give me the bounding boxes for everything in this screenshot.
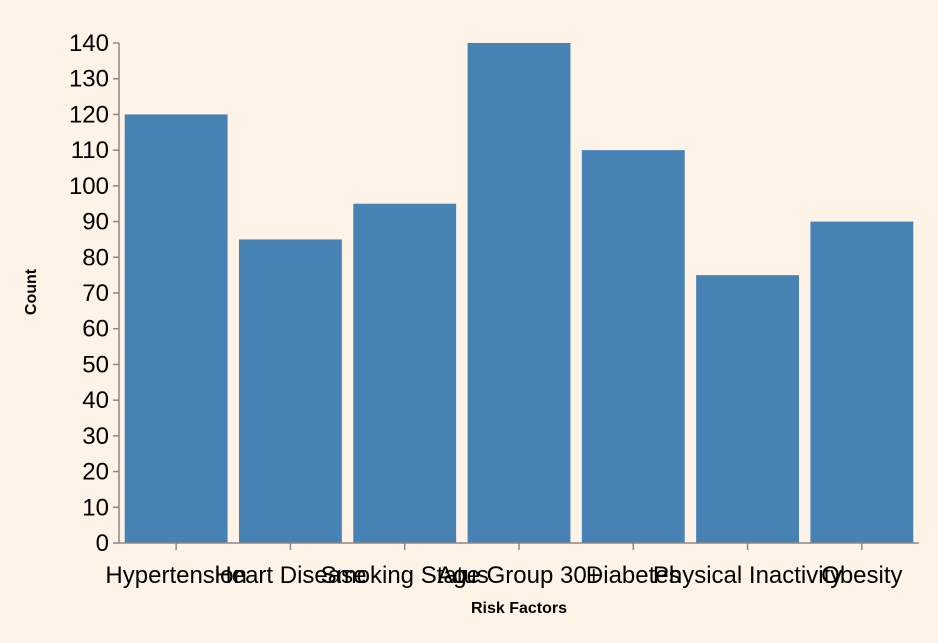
- x-tick-label: Physical Inactivity: [653, 562, 842, 589]
- y-tick-label: 140: [69, 30, 109, 57]
- y-tick-label: 100: [69, 173, 109, 200]
- y-tick-label: 90: [82, 209, 109, 236]
- x-tick-label: Hypertension: [105, 562, 246, 589]
- x-tick-label: Smoking Status: [321, 562, 489, 589]
- x-tick-label: Diabetes: [586, 562, 681, 589]
- y-tick-label: 30: [82, 423, 109, 450]
- y-tick-label: 20: [82, 459, 109, 486]
- x-axis-title: Risk Factors: [471, 600, 567, 617]
- y-tick-label: 130: [69, 66, 109, 93]
- x-tick-label: Age Group 30+: [437, 562, 600, 589]
- y-tick-label: 60: [82, 316, 109, 343]
- y-axis-title: Count: [23, 268, 40, 315]
- y-tick-label: 10: [82, 494, 109, 521]
- bar-obesity: [810, 221, 914, 543]
- bar-diabetes: [581, 150, 685, 543]
- bar-heart-disease: [239, 239, 342, 543]
- bar-smoking-status: [353, 203, 457, 543]
- bar-physical-inactivity: [696, 275, 799, 543]
- y-tick-label: 50: [82, 351, 109, 378]
- x-tick-label: Obesity: [821, 562, 902, 589]
- y-tick-label: 70: [82, 280, 109, 307]
- bar-age-group-30-: [467, 43, 571, 543]
- y-tick-label: 40: [82, 387, 109, 414]
- plot-area: [124, 43, 914, 544]
- y-tick-label: 120: [69, 101, 109, 128]
- y-tick-label: 80: [82, 244, 109, 271]
- y-tick-label: 110: [71, 137, 109, 164]
- x-tick-label: Heart Disease: [214, 562, 366, 589]
- y-tick-label: 0: [96, 530, 109, 557]
- y-axis: 0 10 20 30 40 50 60 70 80 90 100 110 120 130 140: [69, 30, 120, 557]
- bar-hypertension: [124, 114, 228, 544]
